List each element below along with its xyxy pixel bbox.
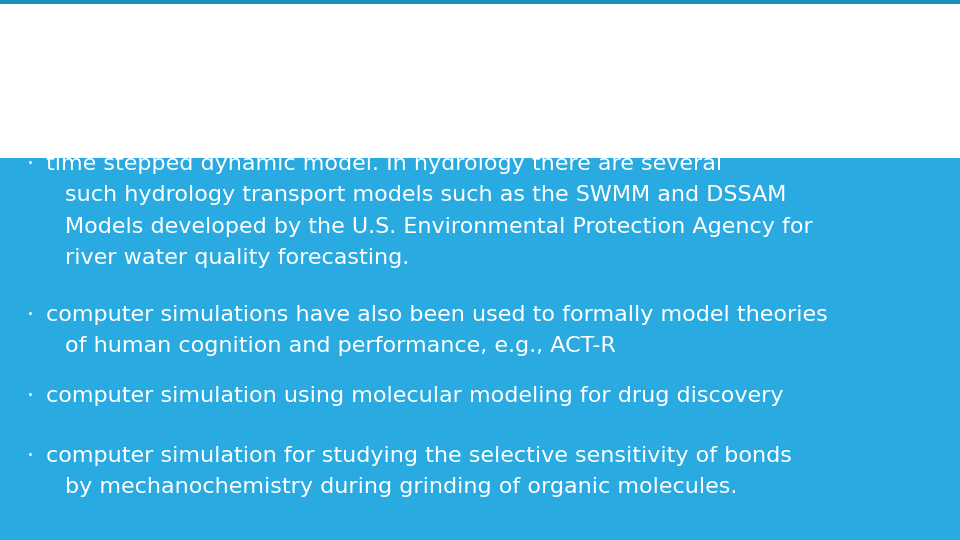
- Text: ·: ·: [27, 386, 34, 406]
- Bar: [0, 0, 960, 4]
- Text: of human cognition and performance, e.g., ACT-R: of human cognition and performance, e.g.…: [65, 336, 616, 356]
- Text: computer simulation using molecular modeling for drug discovery: computer simulation using molecular mode…: [46, 386, 783, 406]
- Text: such hydrology transport models such as the SWMM and DSSAM: such hydrology transport models such as …: [65, 185, 786, 205]
- Text: ·: ·: [27, 154, 34, 174]
- Text: ·: ·: [27, 305, 34, 325]
- Text: river water quality forecasting.: river water quality forecasting.: [65, 248, 410, 268]
- Text: by mechanochemistry during grinding of organic molecules.: by mechanochemistry during grinding of o…: [65, 477, 737, 497]
- Text: computer simulation for studying the selective sensitivity of bonds: computer simulation for studying the sel…: [46, 446, 792, 465]
- Text: Models developed by the U.S. Environmental Protection Agency for: Models developed by the U.S. Environment…: [65, 217, 813, 237]
- Text: time stepped dynamic model. In hydrology there are several: time stepped dynamic model. In hydrology…: [46, 154, 722, 174]
- Text: ·: ·: [27, 446, 34, 465]
- Text: computer simulations have also been used to formally model theories: computer simulations have also been used…: [46, 305, 828, 325]
- Bar: [0, 4, 960, 158]
